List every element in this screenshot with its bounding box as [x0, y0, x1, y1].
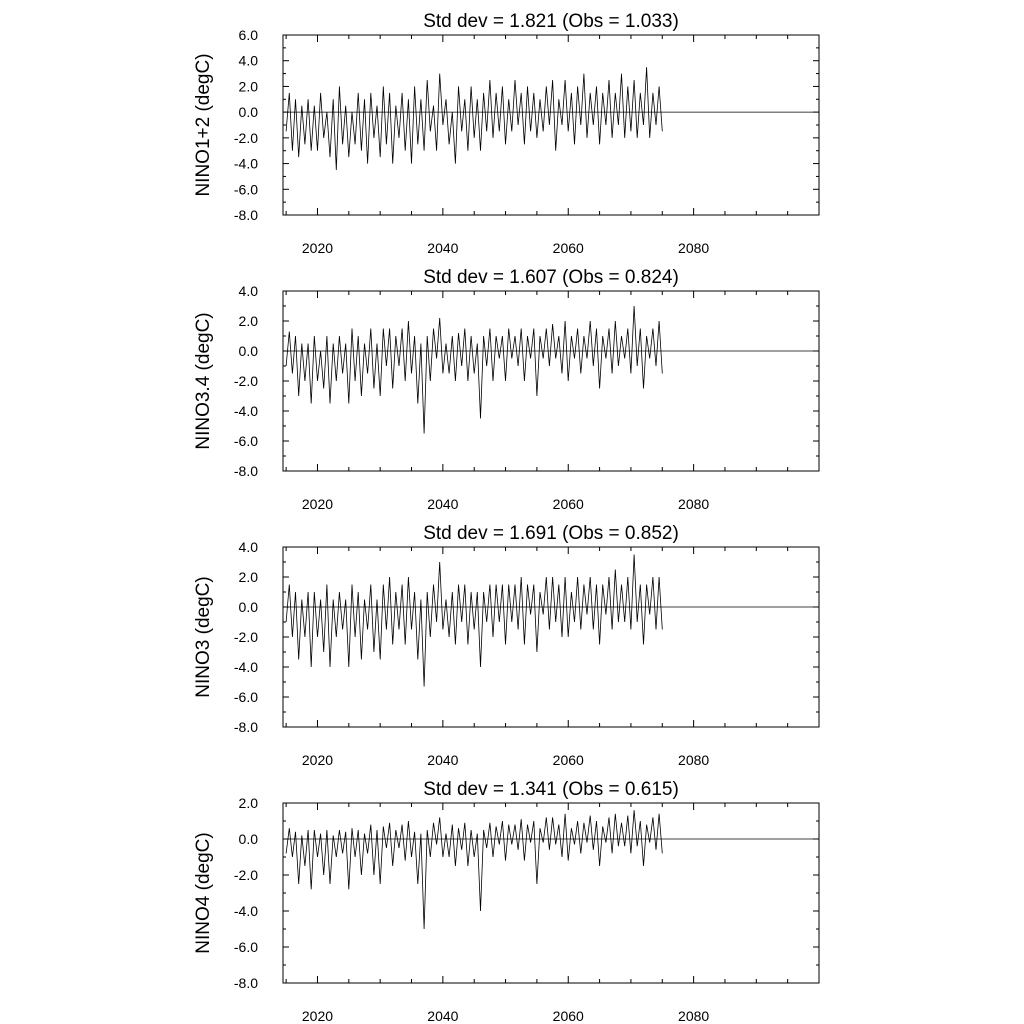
x-tick-label: 2060 — [553, 1008, 584, 1024]
x-tick-label: 2040 — [427, 240, 458, 256]
y-tick-label: 2.0 — [239, 313, 259, 329]
panel-title: Std dev = 1.341 (Obs = 0.615) — [423, 779, 679, 800]
x-tick-label: 2040 — [427, 752, 458, 768]
series-line — [285, 554, 663, 687]
panel-title: Std dev = 1.607 (Obs = 0.824) — [423, 267, 679, 288]
panel-2: Std dev = 1.607 (Obs = 0.824) NINO3.4 (de… — [193, 267, 820, 512]
y-tick-label: 0.0 — [239, 343, 259, 359]
y-tick-label: 2.0 — [239, 795, 259, 811]
x-tick-label: 2060 — [553, 752, 584, 768]
y-axis-label: NINO1+2 (degC) — [193, 53, 214, 196]
series-line — [285, 810, 663, 930]
y-tick-label: 2.0 — [239, 78, 259, 94]
y-tick-label: 0.0 — [239, 831, 259, 847]
y-tick-label: -8.0 — [234, 719, 258, 735]
panel-4: Std dev = 1.341 (Obs = 0.615) NINO4 (degC… — [193, 779, 820, 1024]
series-line — [285, 305, 663, 434]
x-tick-label: 2020 — [302, 496, 333, 512]
y-axis-label: NINO4 (degC) — [193, 832, 214, 953]
x-tick-label: 2080 — [678, 752, 709, 768]
y-axis-label: NINO3 (degC) — [193, 576, 214, 697]
plot-frame — [282, 34, 820, 216]
x-tick-label: 2080 — [678, 240, 709, 256]
y-tick-label: -6.0 — [234, 689, 258, 705]
x-tick-label: 2080 — [678, 1008, 709, 1024]
y-tick-label: -6.0 — [234, 939, 258, 955]
x-tick-label: 2020 — [302, 240, 333, 256]
y-tick-label: -8.0 — [234, 463, 258, 479]
y-tick-label: -6.0 — [234, 433, 258, 449]
y-axis-label: NINO3.4 (degC) — [193, 312, 214, 449]
x-tick-label: 2040 — [427, 1008, 458, 1024]
y-tick-label: -2.0 — [234, 130, 258, 146]
y-tick-label: 4.0 — [239, 283, 259, 299]
x-tick-label: 2020 — [302, 1008, 333, 1024]
y-tick-label: 4.0 — [239, 53, 259, 69]
y-tick-label: -4.0 — [234, 403, 258, 419]
series-line — [285, 67, 663, 171]
panel-1: Std dev = 1.821 (Obs = 1.033) NINO1+2 (de… — [193, 11, 820, 256]
panel-3: Std dev = 1.691 (Obs = 0.852) NINO3 (degC… — [193, 523, 820, 768]
x-tick-label: 2040 — [427, 496, 458, 512]
panel-title: Std dev = 1.821 (Obs = 1.033) — [423, 11, 679, 32]
y-tick-label: -2.0 — [234, 629, 258, 645]
x-tick-label: 2060 — [553, 240, 584, 256]
x-tick-label: 2060 — [553, 496, 584, 512]
y-tick-label: -4.0 — [234, 659, 258, 675]
y-tick-label: -2.0 — [234, 867, 258, 883]
y-tick-label: 6.0 — [239, 27, 259, 43]
y-tick-label: -4.0 — [234, 156, 258, 172]
panel-title: Std dev = 1.691 (Obs = 0.852) — [423, 523, 679, 544]
plot-frame — [282, 546, 820, 728]
plot-frame — [282, 290, 820, 472]
y-tick-label: -6.0 — [234, 181, 258, 197]
y-tick-label: -8.0 — [234, 207, 258, 223]
y-tick-label: -2.0 — [234, 373, 258, 389]
y-tick-label: -4.0 — [234, 903, 258, 919]
y-tick-label: 4.0 — [239, 539, 259, 555]
y-tick-label: -8.0 — [234, 975, 258, 991]
x-tick-label: 2020 — [302, 752, 333, 768]
x-tick-label: 2080 — [678, 496, 709, 512]
y-tick-label: 0.0 — [239, 104, 259, 120]
y-tick-label: 0.0 — [239, 599, 259, 615]
y-tick-label: 2.0 — [239, 569, 259, 585]
